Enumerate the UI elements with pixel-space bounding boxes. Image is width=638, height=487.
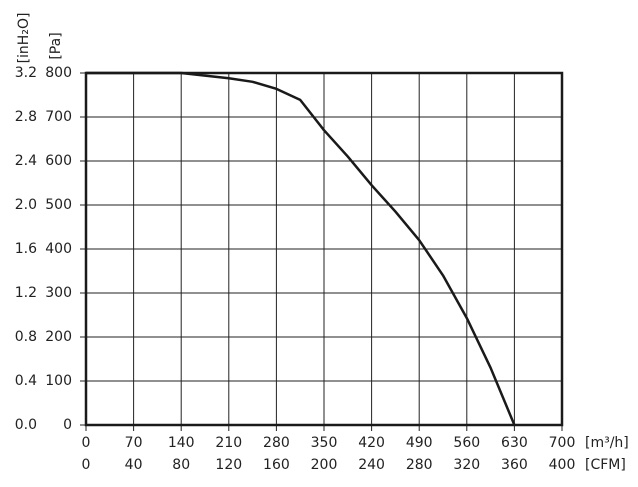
- y-tick-label: 200: [45, 329, 72, 345]
- y2-tick-label: 0.4: [15, 373, 37, 389]
- x-axis-title: [m³/h]: [585, 435, 629, 451]
- x2-tick-label: 400: [549, 457, 576, 473]
- x-tick-label: 560: [453, 435, 480, 451]
- x-tick-label: 630: [501, 435, 528, 451]
- x2-tick-label: 40: [125, 457, 143, 473]
- y2-tick-label: 2.4: [15, 153, 37, 169]
- y2-tick-label: 2.8: [15, 109, 37, 125]
- y2-tick-label: 1.2: [15, 285, 37, 301]
- y2-tick-label: 1.6: [15, 241, 37, 257]
- x2-tick-label: 80: [172, 457, 190, 473]
- x2-tick-label: 280: [406, 457, 433, 473]
- x-tick-label: 70: [125, 435, 143, 451]
- y2-tick-label: 0.0: [15, 417, 37, 433]
- x2-tick-label: 120: [215, 457, 242, 473]
- x2-axis-title: [CFM]: [585, 457, 626, 473]
- x2-tick-label: 240: [358, 457, 385, 473]
- x-tick-label: 420: [358, 435, 385, 451]
- plot-frame: [84, 71, 564, 427]
- y-tick-label: 600: [45, 153, 72, 169]
- x-tick-label: 350: [311, 435, 338, 451]
- x-tick-label: 210: [215, 435, 242, 451]
- y-tick-label: 700: [45, 109, 72, 125]
- y-tick-label: 300: [45, 285, 72, 301]
- y2-tick-label: 2.0: [15, 197, 37, 213]
- y-tick-label: 800: [45, 65, 72, 81]
- y2-tick-label: 0.8: [15, 329, 37, 345]
- y-tick-label: 400: [45, 241, 72, 257]
- x-tick-label: 280: [263, 435, 290, 451]
- x2-tick-label: 160: [263, 457, 290, 473]
- x-tick-label: 490: [406, 435, 433, 451]
- x-tick-label: 700: [549, 435, 576, 451]
- x-tick-label: 140: [168, 435, 195, 451]
- series-line: [86, 71, 516, 426]
- x2-tick-label: 200: [311, 457, 338, 473]
- x-tick-label: 0: [82, 435, 91, 451]
- y-tick-label: 500: [45, 197, 72, 213]
- x2-tick-label: 0: [82, 457, 91, 473]
- y2-tick-label: 3.2: [15, 65, 37, 81]
- x2-tick-label: 360: [501, 457, 528, 473]
- x2-tick-label: 320: [453, 457, 480, 473]
- y2-axis-title: [inH₂O]: [16, 13, 32, 64]
- y-tick-label: 0: [63, 417, 72, 433]
- y-tick-label: 100: [45, 373, 72, 389]
- y-axis-title: [Pa]: [48, 32, 64, 59]
